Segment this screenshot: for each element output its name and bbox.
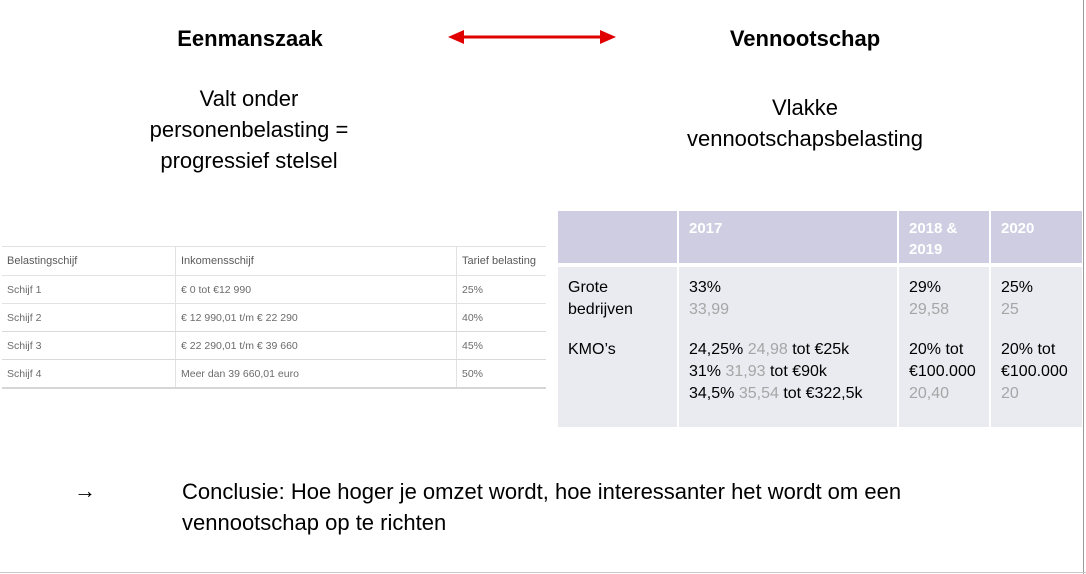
eenmanszaak-description: Valt onder personenbelasting = progressi… [118, 83, 380, 176]
grote-2017-cell: 33% 33,99 [679, 267, 897, 339]
rate-value: 25% [1001, 279, 1034, 296]
header-tarief: Tarief belasting [456, 246, 546, 276]
vennootschap-description: Vlakke vennootschapsbelasting [640, 92, 970, 154]
kmo-2020-cell: 20% tot €100.000 20 [991, 339, 1082, 427]
right-arrow-icon: → [74, 478, 96, 503]
grote-2018-cell: 29% 29,58 [899, 267, 989, 339]
eenmanszaak-description-line: personenbelasting = [149, 117, 349, 142]
rate-value: 24,25% [689, 341, 744, 358]
table-row: Schijf 1 € 0 tot €12 990 25% [2, 275, 546, 304]
grote-2020-cell: 25% 25 [991, 267, 1082, 339]
label-line: bedrijven [568, 301, 633, 318]
rate-grey-value: 24,98 [747, 341, 788, 358]
kmo-2017-cell: 24,25% 24,98 tot €25k 31% 31,93 tot €90k… [679, 339, 897, 427]
kmo-2018-cell: 20% tot €100.000 20,40 [899, 339, 989, 427]
rate-grey-value: 35,54 [738, 385, 779, 402]
table-row-kmo: KMO’s 24,25% 24,98 tot €25k 31% 31,93 to… [558, 339, 1082, 427]
table-header-row: Belastingschijf Inkomensschijf Tarief be… [2, 246, 546, 276]
conclusion-text: Conclusie: Hoe hoger je omzet wordt, hoe… [182, 479, 902, 535]
vennootschap-heading: Vennootschap [729, 26, 881, 51]
rate-value: 20% tot [1001, 341, 1056, 358]
header-2018-line: 2018 & [909, 220, 958, 237]
cell-inkomen: Meer dan 39 660,01 euro [175, 359, 457, 389]
personenbelasting-table: Belastingschijf Inkomensschijf Tarief be… [2, 246, 546, 389]
rate-value: 33% [689, 279, 722, 296]
eenmanszaak-description-line: Valt onder [199, 86, 299, 111]
vennootschap-description-line: Vlakke [771, 95, 839, 120]
eenmanszaak-description-line: progressief stelsel [160, 148, 338, 173]
cell-tarief: 40% [456, 303, 546, 332]
threshold-text: tot €25k [792, 341, 850, 358]
threshold-text: tot €90k [769, 363, 827, 380]
cell-schijf: Schijf 1 [2, 275, 176, 304]
cell-inkomen: € 12 990,01 t/m € 22 290 [175, 303, 457, 332]
header-belastingschijf: Belastingschijf [2, 246, 176, 276]
header-2019-line: 2019 [909, 241, 943, 258]
vennootschap-description-line: vennootschapsbelasting [686, 126, 924, 151]
table-row: Schijf 2 € 12 990,01 t/m € 22 290 40% [2, 303, 546, 332]
rate-grey-value: 25 [1001, 301, 1019, 318]
rate-value: 20% tot [909, 341, 964, 358]
cell-tarief: 25% [456, 275, 546, 304]
cell-schijf: Schijf 4 [2, 359, 176, 389]
rate-value: 34,5% [689, 385, 735, 402]
grote-bedrijven-label: Grote bedrijven [558, 267, 677, 339]
header-inkomensschijf: Inkomensschijf [175, 246, 457, 276]
frame-border-right [1083, 0, 1084, 574]
kmo-line: 34,5% 35,54 tot €322,5k [689, 383, 897, 405]
kmo-line: 24,25% 24,98 tot €25k [689, 339, 897, 361]
cell-tarief: 50% [456, 359, 546, 389]
header-empty [558, 211, 678, 267]
vennootschapsbelasting-table: 2017 2018 & 2019 2020 Grote bedrijven 33… [558, 211, 1082, 427]
rate-grey-value: 31,93 [725, 363, 766, 380]
rate-grey-value: 29,58 [909, 301, 950, 318]
header-2020: 2020 [989, 211, 1082, 267]
threshold-text: €100.000 [1001, 363, 1068, 380]
eenmanszaak-heading: Eenmanszaak [177, 26, 323, 51]
table-row: Schijf 4 Meer dan 39 660,01 euro 50% [2, 359, 546, 389]
rate-grey-value: 20,40 [909, 385, 950, 402]
double-arrow-icon [448, 30, 616, 44]
cell-schijf: Schijf 3 [2, 331, 176, 360]
kmo-label: KMO’s [568, 341, 616, 358]
cell-tarief: 45% [456, 331, 546, 360]
label-line: Grote [568, 279, 609, 296]
threshold-text: €100.000 [909, 363, 976, 380]
rate-value: 29% [909, 279, 942, 296]
table-row-grote-bedrijven: Grote bedrijven 33% 33,99 29% 29,58 25% … [558, 265, 1082, 339]
header-2017: 2017 [677, 211, 898, 267]
kmo-line: 31% 31,93 tot €90k [689, 361, 897, 383]
table-header-row: 2017 2018 & 2019 2020 [558, 211, 1082, 267]
rate-grey-value: 20 [1001, 385, 1019, 402]
frame-border-bottom [0, 572, 1086, 573]
header-2018-2019: 2018 & 2019 [897, 211, 990, 267]
table-row: Schijf 3 € 22 290,01 t/m € 39 660 45% [2, 331, 546, 360]
cell-inkomen: € 22 290,01 t/m € 39 660 [175, 331, 457, 360]
rate-value: 31% [689, 363, 722, 380]
cell-schijf: Schijf 2 [2, 303, 176, 332]
threshold-text: tot €322,5k [783, 385, 863, 402]
cell-inkomen: € 0 tot €12 990 [175, 275, 457, 304]
rate-grey-value: 33,99 [689, 301, 730, 318]
